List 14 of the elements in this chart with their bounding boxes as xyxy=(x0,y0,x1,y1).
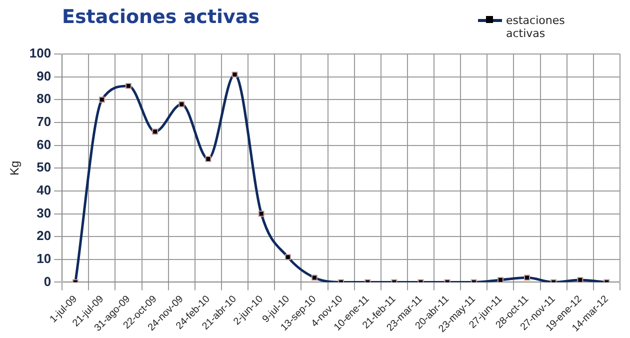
y-tick-label: 10 xyxy=(36,250,52,266)
y-axis-title: Kg xyxy=(8,160,22,176)
y-tick-label: 60 xyxy=(36,136,52,152)
y-tick-label: 50 xyxy=(36,160,52,175)
y-tick-label: 100 xyxy=(29,46,52,61)
y-tick-label: 20 xyxy=(36,228,52,244)
y-tick-label: 40 xyxy=(36,182,52,198)
y-tick-label: 90 xyxy=(36,68,52,84)
y-tick-label: 80 xyxy=(36,91,52,106)
y-tick-label: 0 xyxy=(44,274,52,289)
legend-label: estaciones activas xyxy=(506,14,566,40)
y-tick-label: 70 xyxy=(36,114,52,130)
chart-title: Estaciones activas xyxy=(62,6,260,28)
y-tick-label: 30 xyxy=(36,205,52,220)
